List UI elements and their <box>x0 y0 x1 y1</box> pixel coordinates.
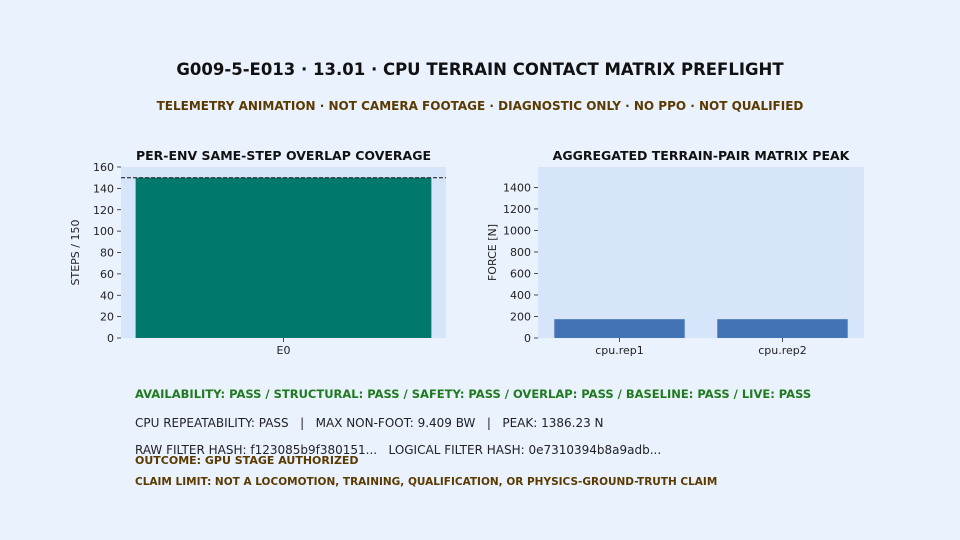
chart-title: PER-ENV SAME-STEP OVERLAP COVERAGE <box>136 148 431 163</box>
page-subtitle: TELEMETRY ANIMATION · NOT CAMERA FOOTAGE… <box>156 99 804 113</box>
y-tick-label: 160 <box>93 161 114 174</box>
claim-limit-label: CLAIM LIMIT: NOT A LOCOMOTION, TRAINING,… <box>135 476 718 488</box>
y-tick-label: 600 <box>510 267 531 280</box>
y-tick-label: 80 <box>100 247 114 260</box>
hash-summary: RAW FILTER HASH: f123085b9f380151... LOG… <box>135 443 662 457</box>
y-tick-label: 100 <box>93 225 114 238</box>
x-tick-label: E0 <box>277 344 291 357</box>
y-tick-label: 400 <box>510 289 531 302</box>
page-title: G009-5-E013 · 13.01 · CPU TERRAIN CONTAC… <box>176 60 784 79</box>
bar <box>135 177 432 338</box>
bar <box>554 319 685 338</box>
y-tick-label: 1000 <box>503 224 531 237</box>
y-tick-label: 800 <box>510 246 531 259</box>
y-tick-label: 0 <box>107 332 114 345</box>
status-summary: AVAILABILITY: PASS / STRUCTURAL: PASS / … <box>135 387 812 401</box>
x-tick-label: cpu.rep2 <box>758 344 807 357</box>
y-tick-label: 0 <box>524 332 531 345</box>
y-axis-label: STEPS / 150 <box>69 220 82 286</box>
bar <box>717 319 848 338</box>
outcome-label: OUTCOME: GPU STAGE AUTHORIZED <box>135 454 359 467</box>
y-axis-label: FORCE [N] <box>486 224 499 281</box>
y-tick-label: 1200 <box>503 203 531 216</box>
plot-area <box>538 167 864 338</box>
y-tick-label: 1400 <box>503 181 531 194</box>
y-tick-label: 140 <box>93 182 114 195</box>
y-tick-label: 20 <box>100 311 114 324</box>
metrics-summary: CPU REPEATABILITY: PASS | MAX NON-FOOT: … <box>135 416 604 430</box>
y-tick-label: 120 <box>93 204 114 217</box>
y-tick-label: 200 <box>510 310 531 323</box>
y-tick-label: 60 <box>100 268 114 281</box>
x-tick-label: cpu.rep1 <box>595 344 644 357</box>
y-tick-label: 40 <box>100 289 114 302</box>
chart-title: AGGREGATED TERRAIN-PAIR MATRIX PEAK <box>553 148 851 163</box>
